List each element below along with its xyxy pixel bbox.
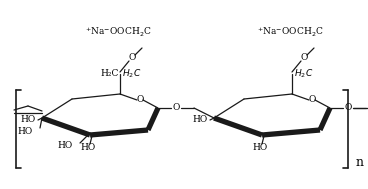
- Text: O: O: [300, 53, 308, 63]
- Text: O: O: [128, 53, 136, 63]
- Text: O: O: [344, 104, 352, 112]
- Text: HO: HO: [252, 143, 268, 153]
- Text: $H_2C$: $H_2C$: [122, 68, 141, 80]
- Text: HO: HO: [80, 143, 96, 153]
- Text: $^{+}$Na$^{-}$OOCH$_2$C: $^{+}$Na$^{-}$OOCH$_2$C: [256, 25, 323, 39]
- Text: O: O: [172, 104, 180, 112]
- Text: $^{+}$Na$^{-}$OOCH$_2$C: $^{+}$Na$^{-}$OOCH$_2$C: [85, 25, 151, 39]
- Text: HO: HO: [193, 115, 208, 125]
- Text: O: O: [136, 94, 144, 104]
- Text: HO: HO: [58, 142, 73, 150]
- Text: $H_2C$: $H_2C$: [294, 68, 313, 80]
- Text: n: n: [356, 156, 364, 170]
- Text: HO: HO: [21, 115, 36, 125]
- Text: O: O: [308, 94, 316, 104]
- Text: H₂C: H₂C: [100, 68, 119, 77]
- Text: HO: HO: [18, 126, 33, 136]
